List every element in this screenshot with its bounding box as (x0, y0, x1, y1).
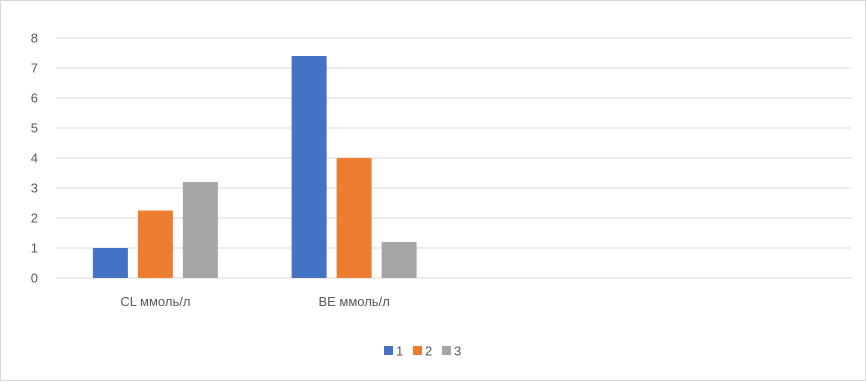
y-tick-label: 6 (31, 91, 38, 106)
y-tick-label: 2 (31, 211, 38, 226)
bar-series-3-cat-0 (182, 182, 218, 278)
x-tick-label: CL ммоль/л (120, 294, 190, 309)
y-axis: 0 1 2 3 4 5 6 7 8 (31, 31, 38, 286)
bar-series-1-cat-1 (291, 56, 327, 278)
y-tick-label: 0 (31, 271, 38, 286)
legend-swatch-3 (442, 346, 451, 355)
y-tick-label: 7 (31, 61, 38, 76)
legend-swatch-2 (413, 346, 422, 355)
y-tick-label: 1 (31, 241, 38, 256)
legend-swatch-1 (384, 346, 393, 355)
bars (92, 56, 417, 278)
legend-label-2: 2 (425, 344, 432, 359)
x-axis-labels: CL ммоль/л BE ммоль/л (120, 294, 389, 309)
legend-label-1: 1 (396, 344, 403, 359)
y-tick-label: 5 (31, 121, 38, 136)
legend: 1 2 3 (384, 344, 461, 359)
y-tick-label: 8 (31, 31, 38, 46)
bar-series-3-cat-1 (381, 242, 417, 278)
bar-series-2-cat-0 (137, 210, 173, 278)
y-tick-label: 3 (31, 181, 38, 196)
legend-label-3: 3 (454, 344, 461, 359)
y-tick-label: 4 (31, 151, 38, 166)
x-tick-label: BE ммоль/л (318, 294, 389, 309)
bar-series-2-cat-1 (336, 158, 372, 278)
bar-series-1-cat-0 (92, 248, 128, 278)
gridlines (56, 37, 851, 279)
